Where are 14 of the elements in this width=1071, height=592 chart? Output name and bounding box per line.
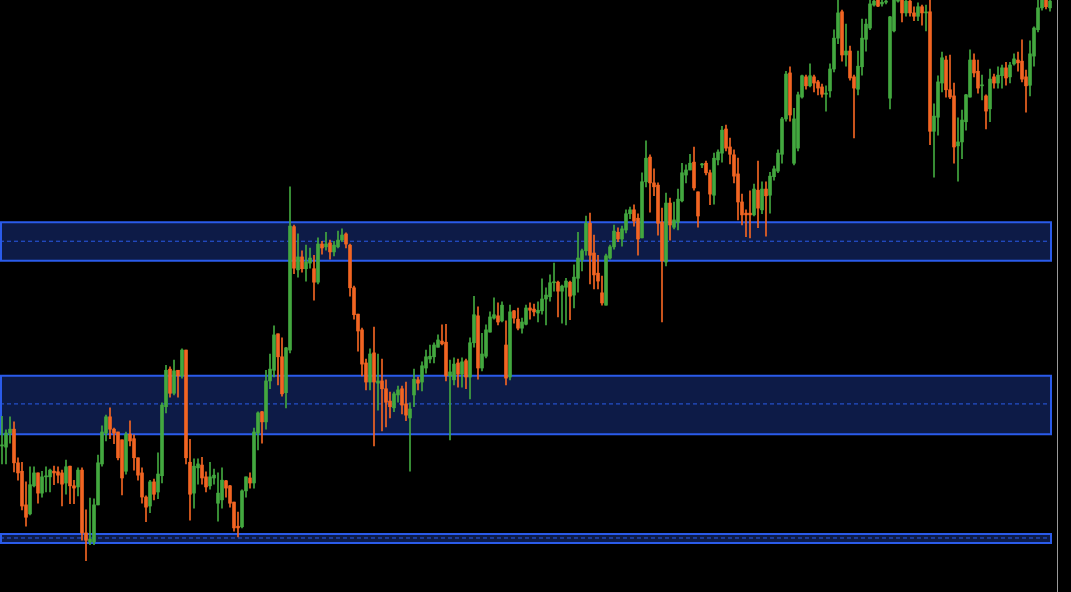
candlestick [216, 472, 220, 522]
candlestick [844, 23, 848, 67]
candlestick [448, 359, 452, 441]
candlestick [176, 369, 180, 398]
candlestick [564, 277, 568, 326]
candlestick [88, 497, 92, 546]
candlestick [324, 231, 328, 251]
candlestick [764, 181, 768, 237]
candlestick [304, 244, 308, 282]
candlestick [380, 358, 384, 432]
candlestick [372, 326, 376, 447]
candlestick [408, 402, 412, 472]
candlestick [528, 302, 532, 320]
candlestick [428, 344, 432, 364]
